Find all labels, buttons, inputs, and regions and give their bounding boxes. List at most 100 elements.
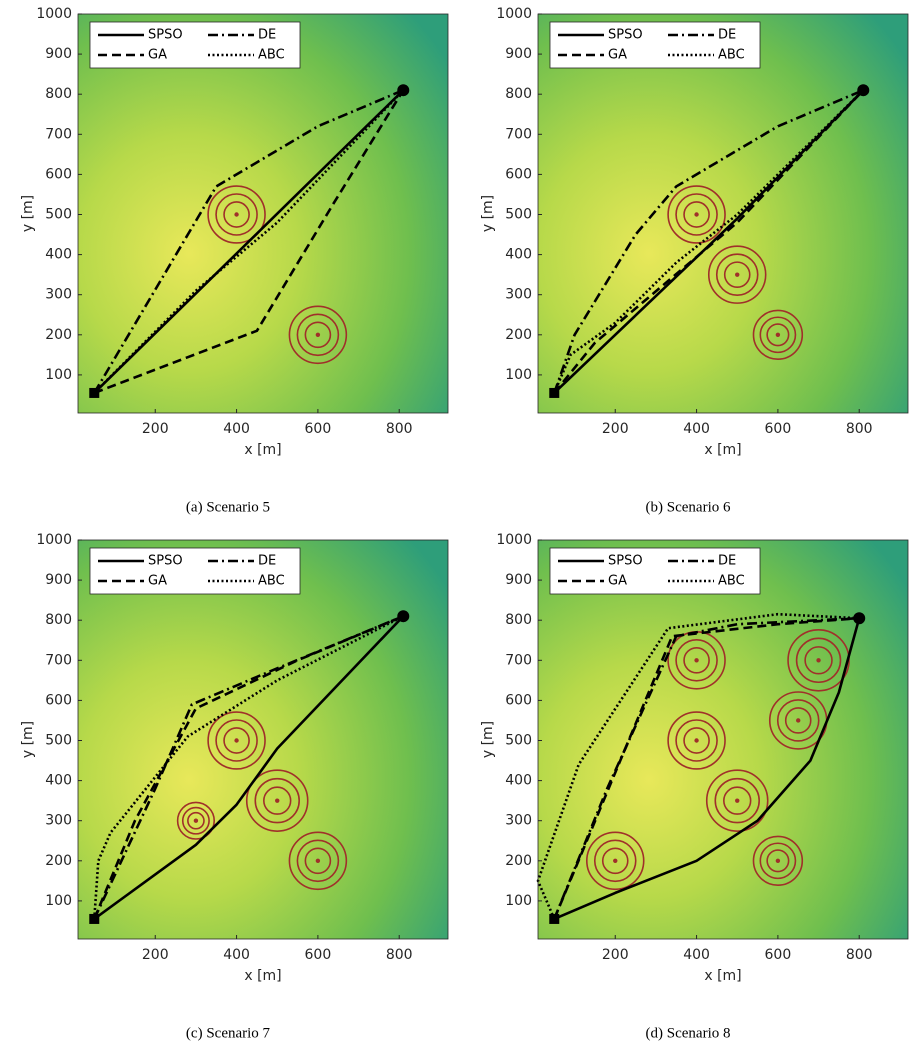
threat-center xyxy=(735,272,739,276)
terrain-background xyxy=(538,14,908,413)
threat-center xyxy=(316,333,320,337)
caption: (c) Scenario 7 xyxy=(186,1025,271,1041)
threat-center xyxy=(776,333,780,337)
threat-center xyxy=(275,798,279,802)
y-tick-label: 300 xyxy=(45,813,72,829)
threat xyxy=(668,186,725,243)
x-tick-label: 600 xyxy=(305,947,332,963)
x-tick-label: 400 xyxy=(683,421,710,437)
y-tick-label: 300 xyxy=(45,287,72,303)
y-tick-label: 500 xyxy=(45,207,72,223)
x-tick-label: 400 xyxy=(223,947,250,963)
threat xyxy=(753,836,802,885)
goal-marker xyxy=(397,610,409,622)
y-axis-label: y [m] xyxy=(480,721,496,758)
y-tick-label: 800 xyxy=(45,86,72,102)
y-tick-label: 400 xyxy=(45,773,72,789)
threat-center xyxy=(776,859,780,863)
start-marker xyxy=(89,914,99,924)
y-tick-label: 200 xyxy=(505,327,532,343)
y-tick-label: 900 xyxy=(505,572,532,588)
threat xyxy=(668,632,725,689)
goal-marker xyxy=(853,612,865,624)
y-tick-label: 600 xyxy=(505,166,532,182)
threat-center xyxy=(234,738,238,742)
legend: SPSO DE GA ABC xyxy=(90,548,300,594)
y-tick-label: 500 xyxy=(45,733,72,749)
y-tick-label: 100 xyxy=(45,893,72,909)
legend-label: ABC xyxy=(258,574,285,589)
threat xyxy=(788,630,849,691)
legend-label: ABC xyxy=(718,48,745,63)
threat xyxy=(208,712,265,769)
start-marker xyxy=(549,388,559,398)
y-tick-label: 800 xyxy=(505,612,532,628)
y-tick-label: 500 xyxy=(505,207,532,223)
x-tick-label: 600 xyxy=(765,421,792,437)
threat xyxy=(668,712,725,769)
y-tick-label: 1000 xyxy=(496,6,532,22)
threat-center xyxy=(316,859,320,863)
x-tick-label: 800 xyxy=(846,421,873,437)
legend-label: DE xyxy=(258,554,276,569)
x-tick-label: 800 xyxy=(386,947,413,963)
caption: (d) Scenario 8 xyxy=(646,1025,731,1041)
threat-center xyxy=(694,658,698,662)
y-tick-label: 200 xyxy=(45,853,72,869)
y-tick-label: 700 xyxy=(45,652,72,668)
legend-label: SPSO xyxy=(148,554,183,569)
x-tick-label: 600 xyxy=(765,947,792,963)
legend-label: DE xyxy=(718,28,736,43)
chart: 2004006008001002003004005006007008009001… xyxy=(480,6,908,515)
y-tick-label: 100 xyxy=(505,893,532,909)
legend-label: SPSO xyxy=(148,28,183,43)
x-axis-label: x [m] xyxy=(244,442,281,458)
goal-marker xyxy=(857,84,869,96)
y-tick-label: 700 xyxy=(45,126,72,142)
threat-center xyxy=(735,798,739,802)
y-tick-label: 200 xyxy=(505,853,532,869)
y-tick-label: 800 xyxy=(505,86,532,102)
x-tick-label: 800 xyxy=(846,947,873,963)
legend: SPSO DE GA ABC xyxy=(550,22,760,68)
y-tick-label: 600 xyxy=(45,692,72,708)
threat-center xyxy=(694,738,698,742)
y-axis-label: y [m] xyxy=(480,195,496,232)
caption: (a) Scenario 5 xyxy=(186,499,270,515)
y-tick-label: 900 xyxy=(45,46,72,62)
threat-center xyxy=(613,859,617,863)
threat xyxy=(587,832,644,889)
y-tick-label: 400 xyxy=(45,247,72,263)
threat-center xyxy=(796,718,800,722)
y-tick-label: 300 xyxy=(505,287,532,303)
y-tick-label: 300 xyxy=(505,813,532,829)
x-axis-label: x [m] xyxy=(704,968,741,984)
threat xyxy=(709,246,766,303)
x-tick-label: 800 xyxy=(386,421,413,437)
legend-label: DE xyxy=(718,554,736,569)
y-tick-label: 800 xyxy=(45,612,72,628)
threat xyxy=(289,306,346,363)
legend-label: GA xyxy=(608,574,627,589)
x-tick-label: 200 xyxy=(142,947,169,963)
terrain-background xyxy=(78,540,448,939)
legend-label: SPSO xyxy=(608,28,643,43)
x-tick-label: 200 xyxy=(602,421,629,437)
y-tick-label: 700 xyxy=(505,126,532,142)
chart: 2004006008001002003004005006007008009001… xyxy=(480,532,908,1041)
x-tick-label: 200 xyxy=(142,421,169,437)
x-tick-label: 400 xyxy=(223,421,250,437)
threat xyxy=(707,770,768,831)
legend: SPSODEGAABC xyxy=(550,548,760,594)
threat-center xyxy=(816,658,820,662)
legend-label: GA xyxy=(148,574,167,589)
goal-marker xyxy=(397,84,409,96)
y-tick-label: 700 xyxy=(505,652,532,668)
y-tick-label: 400 xyxy=(505,247,532,263)
legend-label: GA xyxy=(148,48,167,63)
legend-label: GA xyxy=(608,48,627,63)
y-tick-label: 500 xyxy=(505,733,532,749)
start-marker xyxy=(89,388,99,398)
caption: (b) Scenario 6 xyxy=(646,499,731,515)
x-axis-label: x [m] xyxy=(244,968,281,984)
